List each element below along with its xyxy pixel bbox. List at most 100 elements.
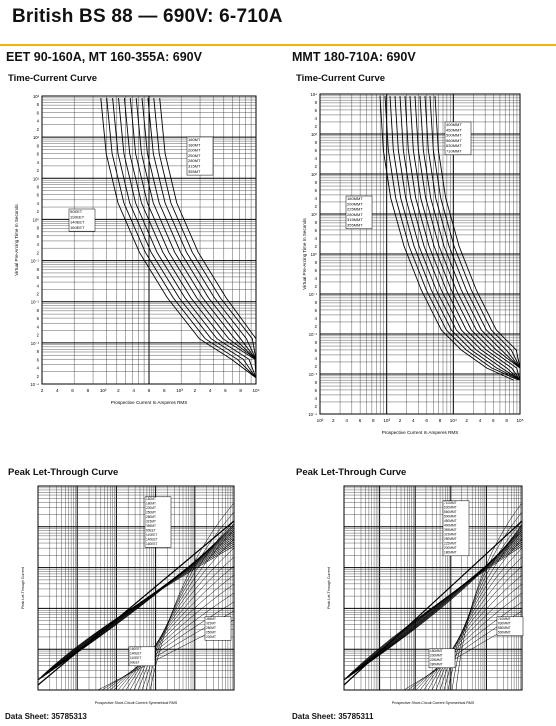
right-plt-right-curve-label: 560MMT xyxy=(498,626,511,630)
left-plt-right-legend-box xyxy=(204,616,232,641)
left-tcc-ytick: 6 xyxy=(37,110,40,115)
left-tcc-ytick: 10⁰ xyxy=(33,217,40,222)
right-plt-upper-legend-box xyxy=(442,500,470,557)
left-tcc-xtick: 10³ xyxy=(176,388,183,393)
right-tcc-ytick: 4 xyxy=(315,236,318,241)
right-plt-cutoff-curve xyxy=(343,533,523,681)
left-plt-peak-curve xyxy=(129,547,235,691)
right-tcc-curve xyxy=(394,95,521,381)
left-plt-upper-curve-label: 200MT xyxy=(146,506,156,510)
left-plt-peak-curve xyxy=(121,565,235,691)
right-tcc-ytick: 10⁴ xyxy=(311,92,318,97)
right-tcc-ytick: 6 xyxy=(315,188,318,193)
right-plt-upper-curve-label: 355MMT xyxy=(444,528,457,532)
left-plt-upper-curve-label: 160EET xyxy=(146,542,158,546)
right-plt-peak-curve xyxy=(427,565,523,691)
right-tcc-xtick: 10² xyxy=(317,418,324,423)
right-tcc-ytick: 10⁻² xyxy=(309,332,318,337)
right-plt-title: Peak Let-Through Curve xyxy=(296,467,407,478)
right-tcc-curve xyxy=(399,95,521,381)
left-plt-upper-curve-label: 160MT xyxy=(146,497,156,501)
right-plt-upper-curve-label: 225MMT xyxy=(444,542,457,546)
right-plt-upper-curve-label: 280MMT xyxy=(444,537,457,541)
left-tcc-xtick: 6 xyxy=(224,388,227,393)
left-tcc-ytick: 2 xyxy=(37,374,40,379)
left-tcc-ytick: 8 xyxy=(37,226,40,231)
right-tcc-ytick: 10⁻³ xyxy=(309,372,318,377)
left-plt-peak-curve xyxy=(105,601,235,691)
right-tcc-ytick: 8 xyxy=(315,180,318,185)
left-tcc-ytick: 8 xyxy=(37,102,40,107)
right-tcc-xtick: 2 xyxy=(399,418,402,423)
right-tcc-lower-curve-label: 225MMT xyxy=(347,207,363,212)
left-plt-xlabel: Prospective Short-Circuit Current Symmet… xyxy=(95,701,178,705)
right-plt-right-legend-box xyxy=(496,616,524,637)
left-tcc-lower-legend-box xyxy=(68,208,96,232)
right-tcc-ytick: 8 xyxy=(315,380,318,385)
left-tcc-ytick: 2 xyxy=(37,127,40,132)
right-tcc-ylabel: Virtual Pre-Arcing Time In Seconds xyxy=(302,218,307,290)
right-tcc-upper-legend-box xyxy=(444,121,472,156)
right-plt-lower-curve-label: 280MMT xyxy=(430,663,443,667)
right-tcc-ytick: 2 xyxy=(315,324,318,329)
right-section-title: MMT 180-710A: 690V xyxy=(292,50,416,64)
right-tcc-ytick: 2 xyxy=(315,244,318,249)
left-tcc-ytick: 6 xyxy=(37,152,40,157)
left-tcc-ytick: 2 xyxy=(37,168,40,173)
left-tcc-xtick: 4 xyxy=(56,388,59,393)
left-tcc-ytick: 4 xyxy=(37,283,40,288)
right-tcc-ytick: 4 xyxy=(315,276,318,281)
right-tcc-ytick: 10⁻⁴ xyxy=(308,412,317,417)
left-plt-lower-curve-label: 140EET xyxy=(130,652,142,656)
left-time-current-chart: 10³ 8 6 4 2 10² 8 6 4 2 10¹ 8 6 4 2 10⁰ 8 6 4 2 10⁻¹ 8 6 4 2 10⁻²… xyxy=(14,94,260,405)
right-tcc-ytick: 10⁻¹ xyxy=(309,292,318,297)
right-tcc-ytick: 6 xyxy=(315,388,318,393)
right-tcc-curve xyxy=(389,95,521,381)
left-tcc-ytick: 4 xyxy=(37,366,40,371)
left-tcc-xtick: 2 xyxy=(194,388,197,393)
title-underline xyxy=(0,44,556,46)
left-tcc-ytick: 6 xyxy=(37,193,40,198)
right-tcc-upper-curve-label: 560MMT xyxy=(446,138,462,143)
right-plt-peak-curve xyxy=(455,502,523,691)
right-tcc-xtick: 10³ xyxy=(383,418,390,423)
left-plt-peak-curve xyxy=(109,592,235,691)
right-plt-upper-curve-label: 200MMT xyxy=(444,546,457,550)
right-tcc-lower-curve-label: 280MMT xyxy=(347,212,363,217)
right-tcc-xtick: 10⁴ xyxy=(450,418,457,423)
left-data-sheet: Data Sheet: 35785313 xyxy=(5,712,87,721)
right-plt-peak-curve xyxy=(435,547,523,691)
right-plt-ylabel: Peak Let-Through Current xyxy=(327,567,331,609)
left-plt-right-curve-label: 315MT xyxy=(206,622,216,626)
right-time-current-chart: 10⁴ 8 6 4 2 10³ 8 6 4 2 10² 8 6 4 2 10¹ 8 6 4 2 10⁰ 8 6 4 2 10⁻¹ 8… xyxy=(302,92,524,435)
left-tcc-upper-curve-label: 180MT xyxy=(188,142,201,147)
right-tcc-ytick: 2 xyxy=(315,364,318,369)
right-tcc-curve xyxy=(419,95,521,380)
right-tcc-ytick: 2 xyxy=(315,124,318,129)
left-tcc-ytick: 10⁻³ xyxy=(31,341,40,346)
right-tcc-xtick: 8 xyxy=(372,418,375,423)
right-tcc-curve xyxy=(404,95,521,381)
right-plt-lower-curve-label: 180MMT xyxy=(430,649,443,653)
left-tcc-lower-curve-label: 90EET xyxy=(70,209,83,214)
right-plt-upper-curve-label: 450MMT xyxy=(444,519,457,523)
right-tcc-xtick: 4 xyxy=(412,418,415,423)
right-tcc-ytick: 6 xyxy=(315,268,318,273)
right-tcc-curve xyxy=(379,95,514,381)
right-plt-cutoff-curve xyxy=(343,535,523,681)
right-tcc-xlabel: Prospective Current In Amperes RMS xyxy=(382,430,459,435)
left-plt-cutoff-curve xyxy=(37,535,235,681)
left-plt-peak-curve xyxy=(125,556,235,691)
right-tcc-ytick: 4 xyxy=(315,156,318,161)
left-tcc-ytick: 2 xyxy=(37,333,40,338)
right-tcc-ytick: 10² xyxy=(311,172,318,177)
right-tcc-ytick: 4 xyxy=(315,356,318,361)
right-tcc-upper-curve-label: 500MMT xyxy=(446,133,462,138)
left-tcc-ylabel: Virtual Pre-Arcing Time In Seconds xyxy=(14,204,19,276)
right-tcc-ytick: 6 xyxy=(315,228,318,233)
right-tcc-ytick: 4 xyxy=(315,316,318,321)
left-plt-upper-curve-label: 280MT xyxy=(146,515,156,519)
left-tcc-ytick: 4 xyxy=(37,160,40,165)
right-plt-peak-curve xyxy=(423,574,523,691)
right-tcc-curve xyxy=(434,95,521,380)
